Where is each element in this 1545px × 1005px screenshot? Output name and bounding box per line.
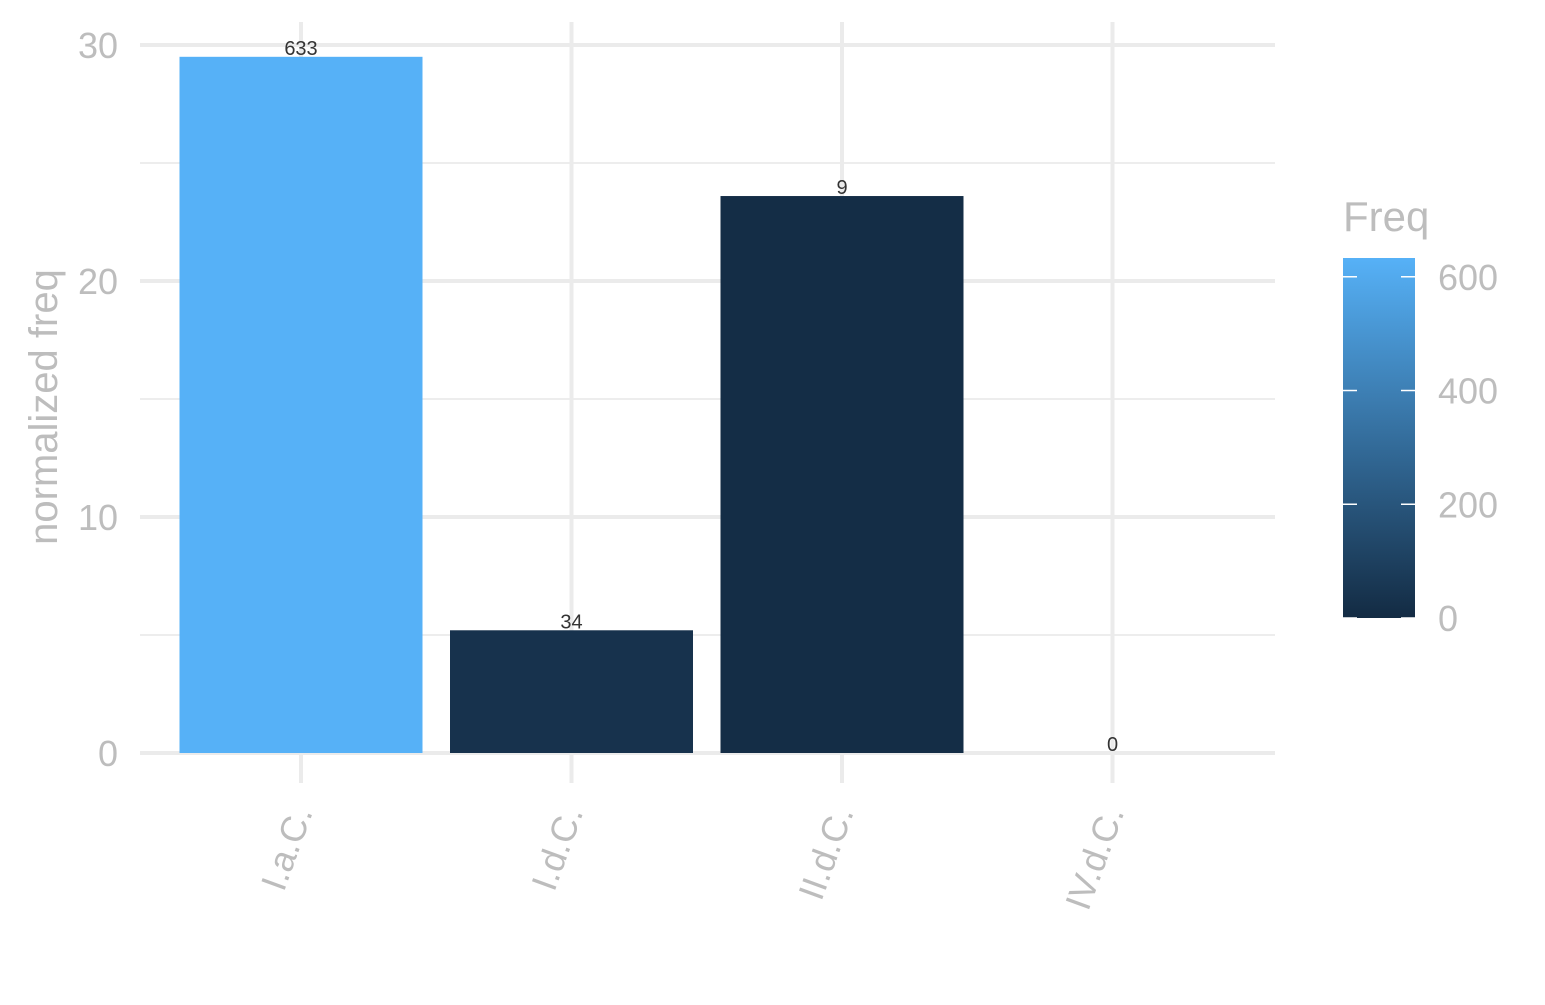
bars bbox=[179, 56, 964, 754]
bar-labels: 633 34 9 0 bbox=[284, 38, 1118, 756]
bar-value-label: 0 bbox=[1107, 734, 1118, 756]
colorbar-legend: Freq 0 200 400 600 bbox=[1343, 193, 1498, 639]
legend-title: Freq bbox=[1343, 193, 1429, 240]
y-axis-title: normalized freq bbox=[22, 269, 66, 545]
bar-value-label: 34 bbox=[560, 611, 582, 633]
bar-value-label: 633 bbox=[284, 38, 317, 60]
y-tick-label: 30 bbox=[78, 25, 118, 66]
colorbar-tick-label: 400 bbox=[1438, 371, 1498, 412]
x-tick-label: II.d.C. bbox=[790, 801, 861, 905]
bar-iidc bbox=[720, 196, 964, 754]
x-tick-label: IV.d.C. bbox=[1057, 801, 1132, 915]
colorbar bbox=[1343, 258, 1415, 618]
y-tick-label: 20 bbox=[78, 261, 118, 302]
colorbar-tick-label: 600 bbox=[1438, 257, 1498, 298]
colorbar-tick-label: 0 bbox=[1438, 598, 1458, 639]
y-tick-label: 10 bbox=[78, 497, 118, 538]
x-tick-label: I.d.C. bbox=[523, 801, 591, 896]
x-tick-label: I.a.C. bbox=[253, 801, 321, 896]
bar-idc bbox=[450, 630, 693, 753]
bar-iac bbox=[179, 56, 423, 754]
colorbar-tick-label: 200 bbox=[1438, 484, 1498, 525]
bar-value-label: 9 bbox=[836, 177, 847, 199]
y-tick-label: 0 bbox=[98, 733, 118, 774]
